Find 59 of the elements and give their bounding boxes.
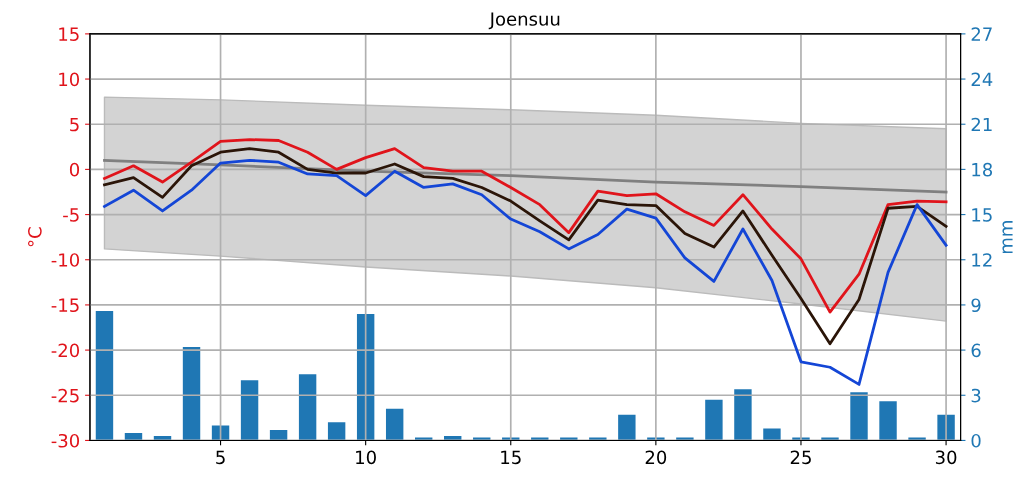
bar	[473, 437, 491, 441]
x-tick-label: 25	[790, 450, 811, 465]
line-series	[103, 158, 948, 386]
y2-tick-label: 3	[971, 388, 981, 403]
bar	[240, 380, 259, 441]
bar	[298, 374, 317, 441]
line-series	[103, 147, 948, 346]
y2-tick-label: 15	[972, 208, 992, 222]
y2-tick-label: 24	[971, 72, 993, 86]
x-tick-label: 20	[645, 450, 667, 465]
bar	[908, 437, 926, 441]
x-tick-label: 5	[216, 450, 225, 465]
y2-tick-label: 12	[972, 253, 992, 267]
x-tick-label: 10	[356, 450, 376, 465]
y2-axis-title: mm	[1002, 221, 1013, 254]
y2-tick-label: 6	[971, 343, 981, 358]
bar	[531, 437, 549, 441]
y2-tick-label: 9	[971, 298, 981, 313]
bar	[124, 432, 143, 441]
y2-tick-label: 0	[971, 433, 981, 448]
bar	[850, 392, 868, 441]
y2-tick-label: 27	[971, 27, 992, 41]
bar	[647, 437, 665, 441]
y-tick-label: 5	[70, 117, 79, 132]
bar	[879, 401, 897, 441]
bar	[705, 399, 723, 441]
bar	[385, 408, 404, 441]
y-tick-label: 15	[59, 27, 79, 41]
y-tick-label: -15	[51, 298, 79, 313]
bar	[327, 422, 346, 441]
y2-tick-label: 18	[972, 162, 993, 177]
y-tick-label: -25	[51, 388, 79, 403]
bar	[182, 347, 201, 441]
y2-tick-label: 21	[971, 117, 992, 132]
bar	[414, 437, 433, 441]
x-tick-label: 15	[501, 450, 521, 465]
bar	[734, 389, 752, 441]
bar	[560, 437, 578, 441]
bar	[589, 437, 607, 441]
bar	[618, 414, 636, 441]
y-tick-label: -30	[51, 433, 80, 448]
bar	[676, 437, 694, 441]
y-tick-label: -20	[51, 343, 80, 358]
x-tick-label: 30	[935, 450, 957, 465]
bar	[95, 310, 114, 441]
line-series	[103, 158, 948, 194]
bar	[821, 437, 839, 441]
chart-title: Joensuu	[488, 12, 560, 30]
y-tick-label: -5	[63, 208, 79, 222]
bar	[792, 437, 810, 441]
y-tick-label: -10	[51, 253, 80, 267]
line-series	[103, 138, 948, 314]
y-axis-title: °C	[28, 227, 42, 247]
bar	[763, 428, 781, 441]
y-tick-label: 10	[59, 72, 80, 87]
bar	[937, 414, 955, 441]
bar	[211, 425, 230, 441]
bar	[269, 429, 288, 441]
y-tick-label: 0	[69, 162, 80, 177]
